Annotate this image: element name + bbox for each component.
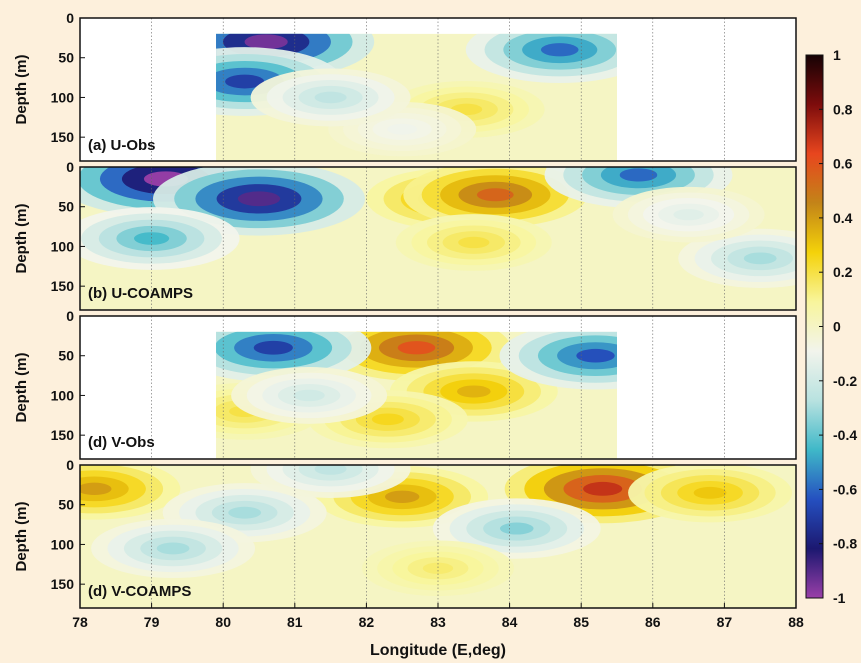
x-tick-label: 81 bbox=[287, 614, 303, 630]
panel-u-coamps-label: (b) U-COAMPS bbox=[88, 285, 193, 302]
y-tick-label: 100 bbox=[51, 536, 75, 552]
panel-u-obs-contour-4-4 bbox=[387, 123, 418, 135]
panel-v-obs-contour-2-4 bbox=[371, 413, 404, 426]
y-tick-label: 50 bbox=[58, 348, 74, 364]
panel-u-obs-y-label: Depth (m) bbox=[13, 55, 30, 125]
x-tick-label: 80 bbox=[215, 614, 231, 630]
panel-u-coamps-contour-6-4 bbox=[619, 168, 658, 182]
panel-v-obs-y-label: Depth (m) bbox=[13, 353, 30, 423]
panel-u-obs-contour-1-4 bbox=[225, 74, 265, 89]
panel-v-obs-frame bbox=[79, 315, 797, 460]
panel-u-obs-y-ticks: 0 50 100 150 bbox=[51, 10, 85, 145]
colorbar-tick-label: -1 bbox=[833, 590, 846, 606]
panel-u-obs-gridlines bbox=[151, 18, 725, 161]
x-axis-label: Longitude (E,deg) bbox=[370, 642, 506, 659]
x-tick-label: 88 bbox=[788, 614, 804, 630]
y-tick-label: 0 bbox=[66, 457, 74, 473]
x-tick-label: 83 bbox=[430, 614, 446, 630]
y-tick-label: 150 bbox=[51, 129, 75, 145]
colorbar-tick-label: 1 bbox=[833, 47, 841, 63]
x-tick-label: 79 bbox=[144, 614, 160, 630]
panel-u-obs-field bbox=[80, 18, 796, 161]
panel-v-coamps-label: (d) V-COAMPS bbox=[88, 583, 191, 600]
panel-v-obs-y-ticks: 0 50 100 150 bbox=[51, 308, 85, 443]
colorbar-tick-label: 0.8 bbox=[833, 101, 853, 117]
panel-v-obs-gridlines bbox=[151, 316, 725, 459]
x-axis-ticks: 78 79 80 81 82 83 84 85 86 87 88 bbox=[72, 603, 804, 630]
panel-v-coamps-contour-7-4 bbox=[314, 465, 347, 475]
panel-v-coamps-contour-0-4 bbox=[80, 482, 112, 496]
panel-u-obs-contour-2-4 bbox=[540, 43, 579, 57]
x-tick-label: 84 bbox=[502, 614, 518, 630]
y-tick-label: 100 bbox=[51, 387, 75, 403]
x-tick-label: 78 bbox=[72, 614, 88, 630]
y-tick-label: 0 bbox=[66, 308, 74, 324]
panel-v-coamps-contour-3-4 bbox=[693, 486, 727, 499]
colorbar-tick-label: 0.4 bbox=[833, 210, 853, 226]
x-tick-label: 86 bbox=[645, 614, 661, 630]
panel-v-obs-contour-4-4 bbox=[576, 348, 615, 363]
colorbar: 1 0.8 0.6 0.4 0.2 0 -0.2 -0.4 -0.6 -0.8 -1 bbox=[805, 47, 857, 606]
panel-v-coamps-contour-5-4 bbox=[228, 506, 262, 519]
y-tick-label: 100 bbox=[51, 238, 75, 254]
panel-u-obs-label: (a) U-Obs bbox=[88, 137, 156, 154]
panel-u-obs-frame bbox=[79, 17, 797, 162]
colorbar-tick-label: -0.8 bbox=[833, 536, 857, 552]
colorbar-tick-label: 0.2 bbox=[833, 264, 853, 280]
colorbar-tick-label: -0.6 bbox=[833, 481, 857, 497]
panel-v-coamps-y-ticks: 0 50 100 150 bbox=[51, 457, 85, 592]
panel-u-coamps-y-ticks: 0 50 100 150 bbox=[51, 159, 85, 294]
panel-v-coamps: 0 50 100 150 Depth (m) (d) V-COAMPS bbox=[13, 457, 797, 609]
x-tick-label: 85 bbox=[573, 614, 589, 630]
colorbar-tick-label: 0 bbox=[833, 319, 841, 335]
panel-v-obs-label: (d) V-Obs bbox=[88, 434, 155, 451]
colorbar-tick-label: -0.2 bbox=[833, 373, 857, 389]
panel-v-obs-contour-6-4 bbox=[293, 389, 325, 402]
panel-v-obs-field bbox=[80, 316, 796, 459]
panel-v-coamps-contour-8-4 bbox=[422, 562, 454, 574]
panel-u-coamps-contour-4-4 bbox=[476, 188, 514, 202]
panel-u-coamps-gridlines bbox=[151, 167, 725, 310]
y-tick-label: 150 bbox=[51, 576, 75, 592]
colorbar-tick-label: 0.6 bbox=[833, 156, 853, 172]
panel-v-coamps-y-label: Depth (m) bbox=[13, 502, 30, 572]
panel-v-coamps-contour-1-4 bbox=[385, 490, 420, 503]
y-tick-label: 50 bbox=[58, 50, 74, 66]
panel-v-obs-contour-1-4 bbox=[457, 385, 491, 398]
y-tick-label: 50 bbox=[58, 497, 74, 513]
panel-v-coamps-contour-4-4 bbox=[499, 522, 534, 535]
panel-u-obs-contour-5-4 bbox=[314, 91, 347, 104]
x-tick-label: 82 bbox=[359, 614, 375, 630]
panel-u-coamps-frame bbox=[79, 166, 797, 311]
panel-v-coamps-contour-2-4 bbox=[583, 481, 623, 496]
panel-u-coamps-contour-1-4 bbox=[237, 191, 281, 207]
panel-u-coamps-contour-8-4 bbox=[673, 209, 704, 221]
y-tick-label: 50 bbox=[58, 199, 74, 215]
y-tick-label: 100 bbox=[51, 89, 75, 105]
y-tick-label: 150 bbox=[51, 427, 75, 443]
panel-u-obs: 0 50 100 150 Depth (m) (a) U-Obs bbox=[13, 10, 797, 162]
panel-u-coamps: 0 50 100 150 Depth (m) (b) U-COAMPS bbox=[13, 159, 797, 311]
x-tick-label: 87 bbox=[717, 614, 733, 630]
colorbar-tick-label: -0.4 bbox=[833, 427, 857, 443]
y-tick-label: 150 bbox=[51, 278, 75, 294]
panel-u-obs-contour-0-4 bbox=[244, 34, 288, 50]
panel-u-coamps-contour-5-4 bbox=[458, 236, 490, 249]
panel-v-obs-contour-3-4 bbox=[253, 340, 293, 355]
panel-v-coamps-gridlines bbox=[151, 465, 725, 608]
colorbar-ticks: 1 0.8 0.6 0.4 0.2 0 -0.2 -0.4 -0.6 -0.8 -1 bbox=[819, 47, 857, 606]
y-tick-label: 0 bbox=[66, 10, 74, 26]
panel-v-coamps-contour-6-4 bbox=[156, 542, 190, 555]
panel-u-coamps-contour-7-4 bbox=[743, 252, 777, 265]
panel-v-obs: 0 50 100 150 Depth (m) (d) V-Obs bbox=[13, 308, 797, 460]
panel-u-coamps-y-label: Depth (m) bbox=[13, 204, 30, 274]
panel-v-obs-contour-0-4 bbox=[397, 341, 436, 355]
y-tick-label: 0 bbox=[66, 159, 74, 175]
